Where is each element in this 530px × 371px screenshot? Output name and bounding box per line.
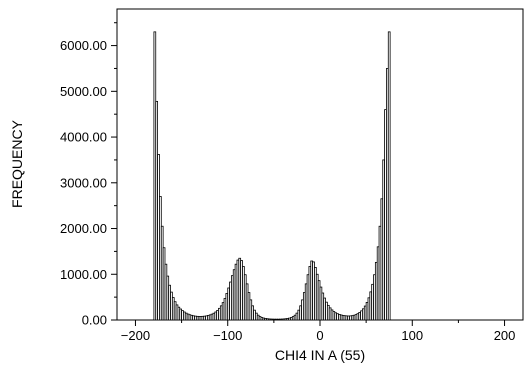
y-tick-label: 1000.00 [60, 267, 107, 282]
plot-frame [116, 8, 524, 321]
y-tick-label: 2000.00 [60, 221, 107, 236]
y-tick-label: 5000.00 [60, 84, 107, 99]
y-tick-label: 3000.00 [60, 175, 107, 190]
x-tick-label: 200 [494, 328, 516, 343]
y-tick-label: 0.00 [82, 313, 107, 328]
x-tick-label: −200 [121, 328, 150, 343]
histogram-bar [387, 31, 391, 321]
x-axis-title: CHI4 IN A (55) [275, 347, 365, 363]
x-tick-label: 100 [401, 328, 423, 343]
x-tick-label: 0 [316, 328, 323, 343]
y-tick-label: 6000.00 [60, 38, 107, 53]
y-tick-label: 4000.00 [60, 130, 107, 145]
y-axis-title: FREQUENCY [9, 119, 25, 208]
histogram-bars [153, 31, 391, 321]
y-axis: 0.00 1000.00 2000.00 3000.00 4000.00 5000.00 6… [60, 22, 117, 328]
x-axis: −200 −100 0 100 200 [121, 320, 516, 343]
x-tick-label: −100 [213, 328, 242, 343]
